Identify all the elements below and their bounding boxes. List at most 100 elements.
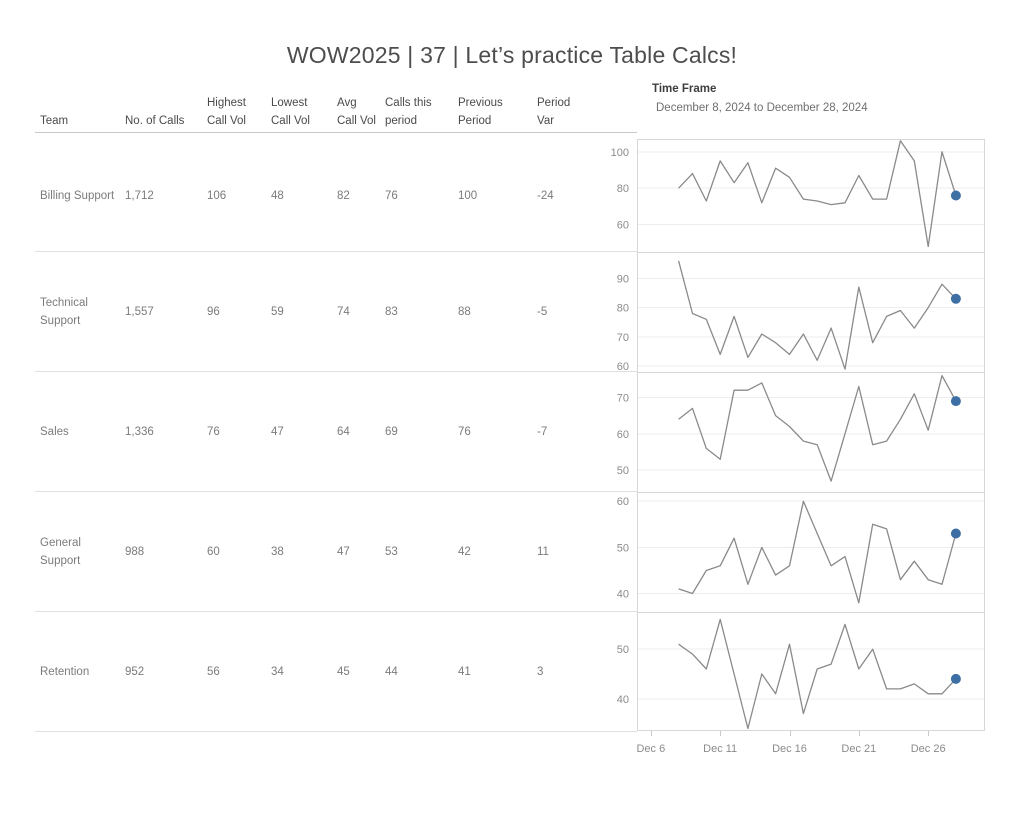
current-period-marker[interactable] [950,190,961,201]
cell-previous-period: 88 [458,306,471,318]
time-frame-range: December 8, 2024 to December 28, 2024 [656,102,868,114]
cell-previous-period: 100 [458,189,478,202]
cell-highest-call-vol: 96 [207,306,220,318]
cell-lowest-call-vol: 59 [271,306,284,318]
cell-highest-call-vol: 76 [207,426,220,438]
column-header-calls-this-period: Calls this period [385,97,432,127]
x-axis-tick [720,731,722,736]
x-axis-tick-label: Dec 6 [636,743,666,755]
cell-avg-call-vol: 45 [337,665,350,678]
team-name: Billing Support [40,189,115,202]
cell-calls-this-period: 53 [385,546,398,558]
column-header-lowest-call-vol: Lowest Call Vol [271,97,310,127]
cell-no-of-calls: 952 [125,665,145,678]
cell-lowest-call-vol: 48 [271,189,284,202]
cell-period-var: 3 [537,665,544,678]
current-period-marker[interactable] [950,673,961,684]
cell-highest-call-vol: 106 [207,189,227,202]
y-axis-tick-label: 60 [617,220,629,232]
table-row-retention: Retention 952 56 34 45 44 41 3 [0,612,637,731]
column-header-row: Team No. of Calls Highest Call Vol Lowest C… [0,0,637,130]
y-axis-tick-label: 100 [611,147,629,159]
sparkline-general-support[interactable]: 60 50 40 [595,492,993,613]
row-divider [35,731,637,732]
cell-no-of-calls: 1,336 [125,426,154,438]
call-volume-line[interactable] [678,374,957,482]
x-axis-tick-label: Dec 11 [703,743,738,755]
y-axis-tick-label: 70 [617,392,629,404]
table-row-general-support: General Support 988 60 38 47 53 42 11 [0,492,637,612]
cell-period-var: -24 [537,189,554,202]
sparkline-technical-support[interactable]: 90 80 70 60 [595,252,993,373]
cell-lowest-call-vol: 38 [271,546,284,558]
cell-lowest-call-vol: 34 [271,665,284,678]
x-axis-tick [858,731,860,736]
x-axis-tick [928,731,930,736]
y-axis-tick-label: 50 [617,542,629,554]
cell-avg-call-vol: 74 [337,306,350,318]
current-period-marker[interactable] [950,396,961,407]
x-axis-tick-label: Dec 21 [841,743,877,755]
cell-no-of-calls: 988 [125,546,145,558]
y-axis-tick-label: 50 [617,465,629,477]
row-divider [35,371,637,372]
page-title: WOW2025 | 37 | Let’s practice Table Calc… [286,42,738,68]
call-volume-line[interactable] [678,618,957,730]
call-volume-line[interactable] [678,140,957,248]
cell-previous-period: 42 [458,546,471,558]
x-axis-tick [650,731,652,736]
y-axis-tick-label: 70 [617,332,629,344]
column-header-period-var: Period Var [537,97,571,127]
call-volume-line[interactable] [677,260,957,370]
x-axis-tick-label: Dec 16 [772,743,807,755]
cell-calls-this-period: 69 [385,426,398,438]
team-name: Sales [40,426,69,438]
column-header-no-of-calls: No. of Calls [125,115,185,127]
y-axis-tick-label: 50 [617,644,629,656]
y-axis-tick-label: 40 [617,589,629,601]
cell-lowest-call-vol: 47 [271,426,284,438]
sparkline-billing-support[interactable]: 100 80 60 [595,139,993,253]
current-period-marker[interactable] [950,528,961,539]
column-header-previous-period: Previous Period [458,97,503,127]
sparkline-sales[interactable]: 70 60 50 [595,372,993,493]
team-name: Technical Support [40,297,88,327]
y-axis-tick-label: 90 [617,273,629,285]
row-divider [35,611,637,612]
y-axis-tick-label: 60 [617,361,629,373]
cell-avg-call-vol: 64 [337,426,350,438]
row-divider [35,251,637,252]
sparkline-retention[interactable]: 50 40 [595,612,993,732]
table-row-sales: Sales 1,336 76 47 64 69 76 -7 [0,372,637,492]
team-name: Retention [40,665,90,678]
cell-no-of-calls: 1,712 [125,189,154,202]
call-volume-line[interactable] [678,500,957,604]
team-name: General Support [40,537,81,567]
row-divider [35,491,637,492]
header-divider [35,132,637,133]
current-period-marker[interactable] [950,293,961,304]
cell-previous-period: 76 [458,426,471,438]
y-axis-tick-label: 40 [617,694,629,706]
y-axis-tick-label: 60 [617,429,629,441]
x-axis-tick [789,731,791,736]
cell-avg-call-vol: 47 [337,546,350,558]
cell-calls-this-period: 83 [385,306,398,318]
cell-calls-this-period: 44 [385,665,398,678]
column-header-team: Team [40,115,69,127]
y-axis-tick-label: 60 [617,496,629,508]
cell-period-var: 11 [537,546,549,558]
cell-highest-call-vol: 60 [207,546,220,558]
cell-period-var: -5 [537,306,548,318]
cell-previous-period: 41 [458,665,471,678]
cell-calls-this-period: 76 [385,189,398,202]
cell-no-of-calls: 1,557 [125,306,154,318]
table-row-billing-support: Billing Support 1,712 106 48 82 76 100 -24 [0,139,637,252]
y-axis-tick-label: 80 [617,303,629,315]
cell-highest-call-vol: 56 [207,665,220,678]
cell-period-var: -7 [537,426,548,438]
y-axis-tick-label: 80 [617,183,629,195]
column-header-avg-call-vol: Avg Call Vol [337,97,376,127]
cell-avg-call-vol: 82 [337,189,350,202]
